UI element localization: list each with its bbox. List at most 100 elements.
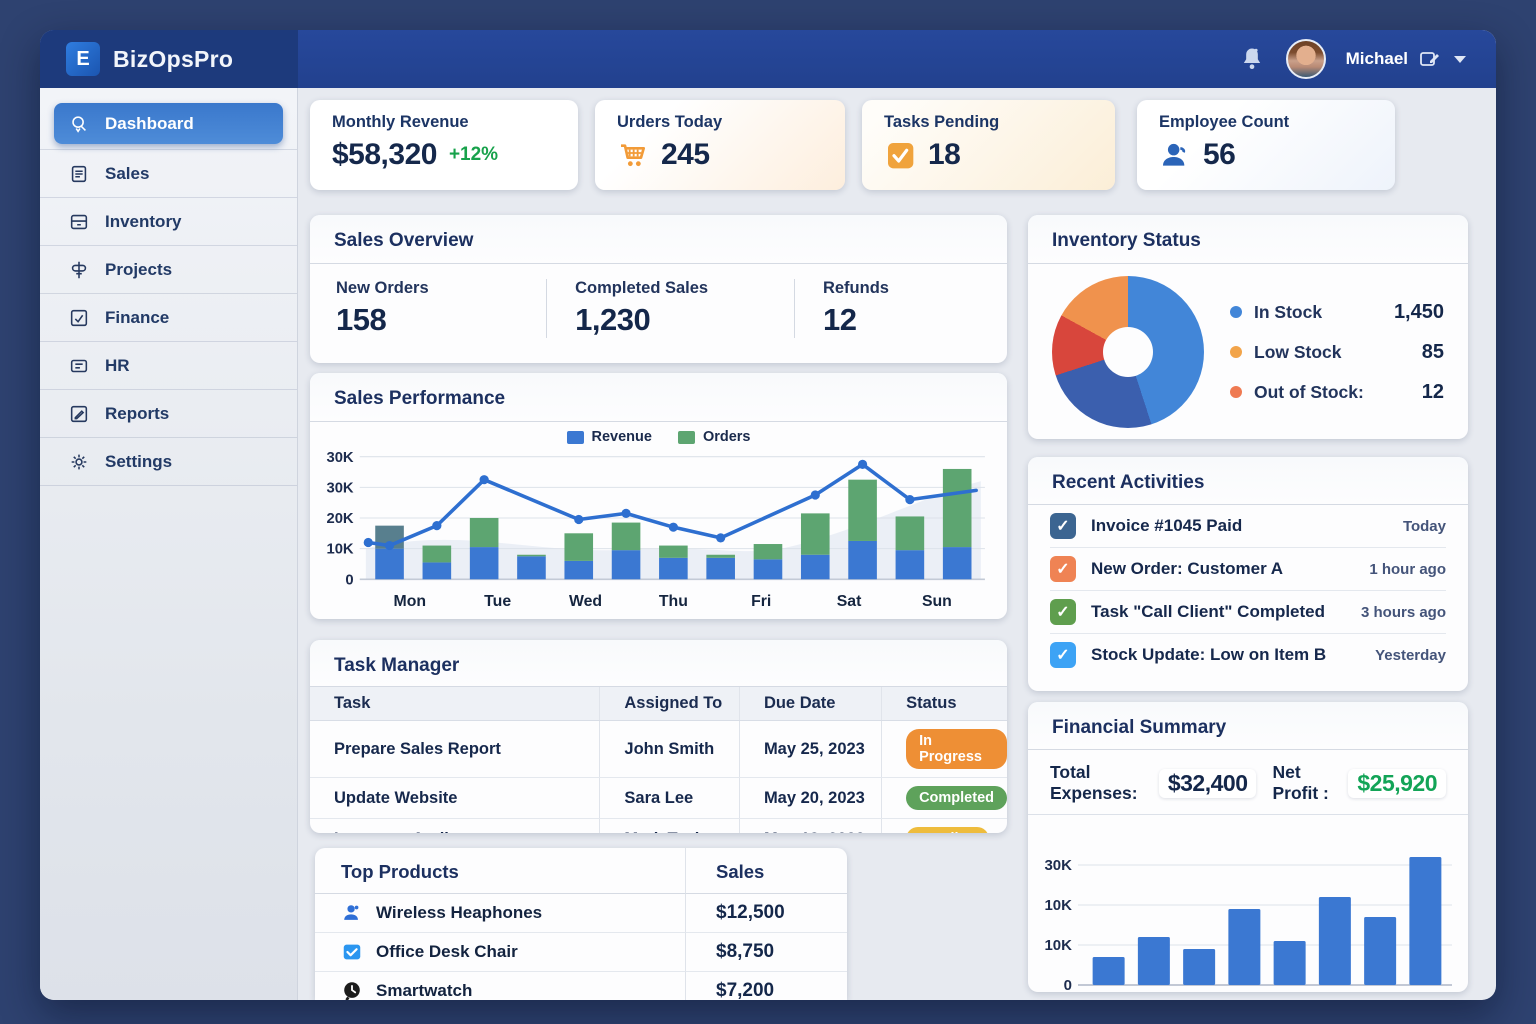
column-header-assigned: Assigned To	[599, 687, 740, 721]
inventory-status-panel: Inventory Status In Stock 1,450 Low Stoc…	[1028, 215, 1468, 439]
svg-text:30K: 30K	[326, 450, 353, 466]
sales-performance-panel: Sales Performance Revenue Orders 0 10K 20K…	[310, 373, 1007, 619]
check-icon: ✓	[1050, 599, 1076, 625]
sidebar-item-label: Dashboard	[105, 113, 194, 133]
check-icon: ✓	[1050, 556, 1076, 582]
app-title: BizOpsPro	[113, 45, 234, 72]
assigned-cell: Mark Taylor	[599, 818, 740, 833]
sidebar-item-settings[interactable]: Settings	[54, 438, 283, 485]
financial-summary-chart: 010K10K30KJanFebMarAprMayJun	[1044, 857, 1452, 992]
column-header-due: Due Date	[738, 687, 882, 721]
activity-time: 1 hour ago	[1369, 560, 1446, 578]
legend-label-orders: Orders	[702, 429, 751, 445]
metric-completed-sales: Completed Sales 1,230	[546, 279, 794, 338]
sidebar-item-dashboard[interactable]: Dashboard	[54, 103, 283, 144]
product-name: Wireless Heaphones	[376, 903, 543, 922]
clock-icon	[341, 980, 363, 1000]
metric-refunds: Refunds 12	[793, 279, 1007, 338]
low-stock-dot-icon	[1230, 346, 1242, 358]
status-badge: In Progress	[906, 729, 1007, 769]
table-row: Update Website Sara Lee May 20, 2023 Com…	[310, 777, 1007, 819]
activity-time: Yesterday	[1375, 646, 1446, 664]
svg-text:0: 0	[1064, 977, 1072, 992]
stat-value: 56	[1203, 138, 1236, 171]
legend-value: 85	[1421, 340, 1444, 363]
svg-text:Sun: Sun	[922, 593, 952, 610]
legend-item-low-stock: Low Stock 85	[1230, 341, 1444, 364]
sidebar-item-sales[interactable]: Sales	[54, 150, 283, 197]
svg-text:Fri: Fri	[751, 593, 771, 610]
check-square-icon	[884, 139, 916, 171]
cart-icon	[617, 139, 649, 171]
product-sales: $12,500	[716, 902, 785, 923]
sidebar-item-reports[interactable]: Reports	[54, 390, 283, 437]
activity-text: Stock Update: Low on Item B	[1091, 645, 1327, 664]
chart-legend: Revenue Orders	[566, 429, 751, 445]
person-icon	[1159, 139, 1191, 171]
inventory-legend: In Stock 1,450 Low Stock 85 Out of Stock…	[1230, 301, 1444, 404]
stat-value: 245	[661, 138, 710, 171]
legend-item-out-of-stock: Out of Stock: 12	[1230, 381, 1444, 404]
panel-title: Task Manager	[334, 655, 460, 676]
metric-value: 1,230	[575, 302, 651, 337]
list-item: Smartwatch	[315, 972, 685, 1000]
chevron-down-icon[interactable]	[1452, 53, 1468, 65]
metric-new-orders: New Orders 158	[336, 279, 546, 338]
user-avatar[interactable]	[1285, 39, 1326, 79]
stat-value: 18	[928, 138, 961, 171]
column-header-top-products: Top Products	[315, 848, 685, 894]
panel-title: Inventory Status	[1052, 230, 1201, 251]
financial-summary-panel: Financial Summary Total Expenses: $32,40…	[1028, 702, 1468, 992]
product-sales: $7,200	[716, 980, 775, 1000]
activity-text: New Order: Customer A	[1091, 559, 1284, 578]
stat-card-tasks-pending: Tasks Pending 18	[862, 100, 1115, 190]
list-item: ✓ Task "Call Client" Completed 3 hours a…	[1050, 591, 1446, 634]
svg-text:Wed: Wed	[569, 593, 602, 610]
task-manager-panel: Task Manager Task Assigned To Due Date S…	[310, 640, 1007, 833]
sidebar-item-label: Finance	[105, 307, 170, 327]
revenue-swatch	[566, 430, 584, 444]
edit-icon[interactable]	[1418, 47, 1442, 71]
logo-area: E BizOpsPro	[40, 30, 298, 88]
user-menu[interactable]: Michael	[1346, 47, 1468, 71]
stat-title: Monthly Revenue	[332, 113, 469, 131]
sidebar-item-finance[interactable]: Finance	[54, 294, 283, 341]
column-header-task: Task	[310, 687, 600, 721]
sidebar-item-label: Projects	[105, 259, 173, 279]
notification-bell-icon[interactable]	[1238, 45, 1266, 73]
due-cell: May 20, 2023	[738, 777, 882, 819]
stat-delta: +12%	[448, 144, 499, 165]
sidebar-item-label: Sales	[105, 163, 150, 183]
assigned-cell: Sara Lee	[599, 777, 740, 819]
metric-value: 158	[336, 302, 387, 337]
recent-activities-panel: Recent Activities ✓ Invoice #1045 Paid T…	[1028, 457, 1468, 691]
check-icon: ✓	[1050, 642, 1076, 668]
person-icon	[341, 902, 363, 924]
table-row: Inventory Audit Mark Taylor May 18, 2023…	[310, 818, 1007, 833]
legend-label-revenue: Revenue	[591, 429, 652, 445]
due-cell: May 25, 2023	[738, 720, 882, 778]
svg-text:Thu: Thu	[659, 593, 688, 610]
task-cell: Prepare Sales Report	[310, 720, 600, 778]
svg-text:0: 0	[345, 572, 353, 588]
svg-text:30K: 30K	[326, 480, 353, 496]
svg-text:20K: 20K	[326, 511, 353, 527]
sidebar-item-label: Reports	[105, 403, 170, 423]
legend-value: 12	[1421, 380, 1444, 403]
sidebar-item-projects[interactable]: Projects	[54, 246, 283, 293]
list-item: Office Desk Chair	[315, 933, 685, 972]
reports-icon	[68, 403, 90, 425]
inventory-icon	[68, 211, 90, 233]
product-name: Smartwatch	[376, 981, 473, 1000]
sidebar-item-hr[interactable]: HR	[54, 342, 283, 389]
stat-title: Tasks Pending	[884, 113, 1000, 131]
metric-value: 12	[822, 302, 857, 337]
stat-card-employee-count: Employee Count 56	[1137, 100, 1395, 190]
projects-icon	[68, 259, 90, 281]
list-item: ✓ Invoice #1045 Paid Today	[1050, 505, 1446, 548]
legend-label: Low Stock	[1254, 341, 1342, 362]
sidebar-item-inventory[interactable]: Inventory	[54, 198, 283, 245]
list-item: ✓ Stock Update: Low on Item B Yesterday	[1050, 634, 1446, 676]
hr-icon	[68, 355, 90, 377]
legend-label: Out of Stock:	[1254, 381, 1364, 402]
